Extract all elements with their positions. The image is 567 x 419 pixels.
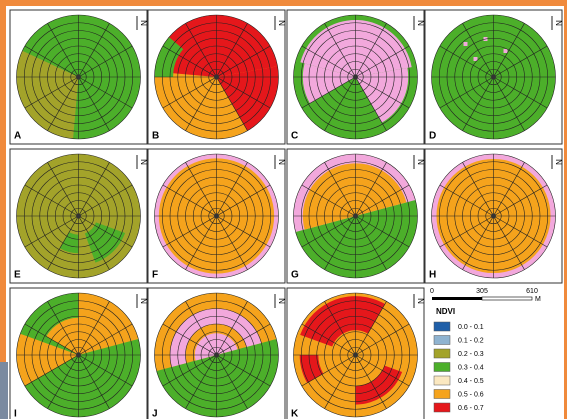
legend-swatch <box>434 349 450 358</box>
panel: HN <box>425 149 563 283</box>
pivot <box>214 214 219 219</box>
legend-swatch <box>434 322 450 331</box>
legend-swatch <box>434 376 450 385</box>
panel-label: C <box>291 131 298 142</box>
panel-label: A <box>14 131 21 142</box>
panel: FN <box>148 149 286 283</box>
legend-swatch <box>434 403 450 412</box>
scale-label: 305 <box>476 288 488 295</box>
pivot <box>491 75 496 80</box>
legend-label: 0.6 - 0.7 <box>458 405 484 412</box>
north-label: N <box>277 298 286 304</box>
north-label: N <box>139 20 148 26</box>
north-label: N <box>277 20 286 26</box>
panel-label: H <box>429 270 436 281</box>
north-label: N <box>416 298 425 304</box>
legend-label: 0.5 - 0.6 <box>458 391 484 398</box>
side-strip <box>0 362 8 419</box>
panel-label: E <box>14 270 21 281</box>
panel-label: F <box>152 270 158 281</box>
pivot <box>214 353 219 358</box>
panel: CN <box>287 10 425 144</box>
scale-bar-segment <box>482 297 532 300</box>
panel: JN <box>148 288 286 419</box>
field-spot <box>464 42 468 46</box>
panel-label: J <box>152 409 158 419</box>
north-label: N <box>277 159 286 165</box>
north-label: N <box>416 159 425 165</box>
scale-label: 610 <box>526 288 538 295</box>
pivot <box>353 353 358 358</box>
legend-label: 0.1 - 0.2 <box>458 337 484 344</box>
pivot <box>491 214 496 219</box>
panel-label: K <box>291 409 299 419</box>
legend-label: 0.0 - 0.1 <box>458 324 484 331</box>
pivot <box>353 75 358 80</box>
pivot <box>76 75 81 80</box>
field-spot <box>504 49 508 53</box>
north-label: N <box>554 159 563 165</box>
pivot <box>76 353 81 358</box>
north-label: N <box>139 159 148 165</box>
legend-label: 0.4 - 0.5 <box>458 378 484 385</box>
panel: AN <box>10 10 148 144</box>
page: ANBNCNDNENFNGNHNINJNKN0305610MNDVI0.0 - … <box>0 0 567 419</box>
legend-label: 0.3 - 0.4 <box>458 364 484 371</box>
scale-bar-segment <box>432 297 482 300</box>
pivot <box>214 75 219 80</box>
legend-label: 0.2 - 0.3 <box>458 351 484 358</box>
pivot <box>353 214 358 219</box>
panel: BN <box>148 10 286 144</box>
panel: DN <box>425 10 563 144</box>
north-label: N <box>139 298 148 304</box>
panel: IN <box>10 288 148 419</box>
figure: ANBNCNDNENFNGNHNINJNKN0305610MNDVI0.0 - … <box>0 0 567 419</box>
panel-label: D <box>429 131 436 142</box>
panel: GN <box>287 149 425 283</box>
panel-label: G <box>291 270 299 281</box>
panel-label: B <box>152 131 159 142</box>
legend-swatch <box>434 336 450 345</box>
legend-swatch <box>434 390 450 399</box>
scale-label: 0 <box>430 288 434 295</box>
panel-label: I <box>14 409 17 419</box>
pivot <box>76 214 81 219</box>
legend-title: NDVI <box>436 307 455 316</box>
scale-unit: M <box>535 296 541 303</box>
north-label: N <box>554 20 563 26</box>
legend-swatch <box>434 363 450 372</box>
north-label: N <box>416 20 425 26</box>
panel: KN <box>287 288 425 419</box>
panel: EN <box>10 149 148 283</box>
